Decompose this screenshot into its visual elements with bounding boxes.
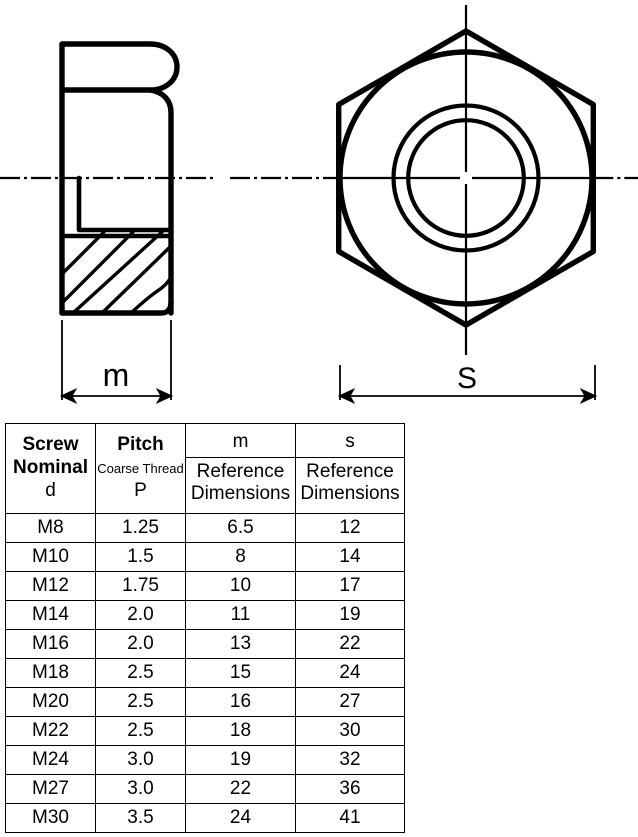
svg-text:S: S	[457, 362, 477, 395]
svg-text:m: m	[103, 357, 130, 393]
